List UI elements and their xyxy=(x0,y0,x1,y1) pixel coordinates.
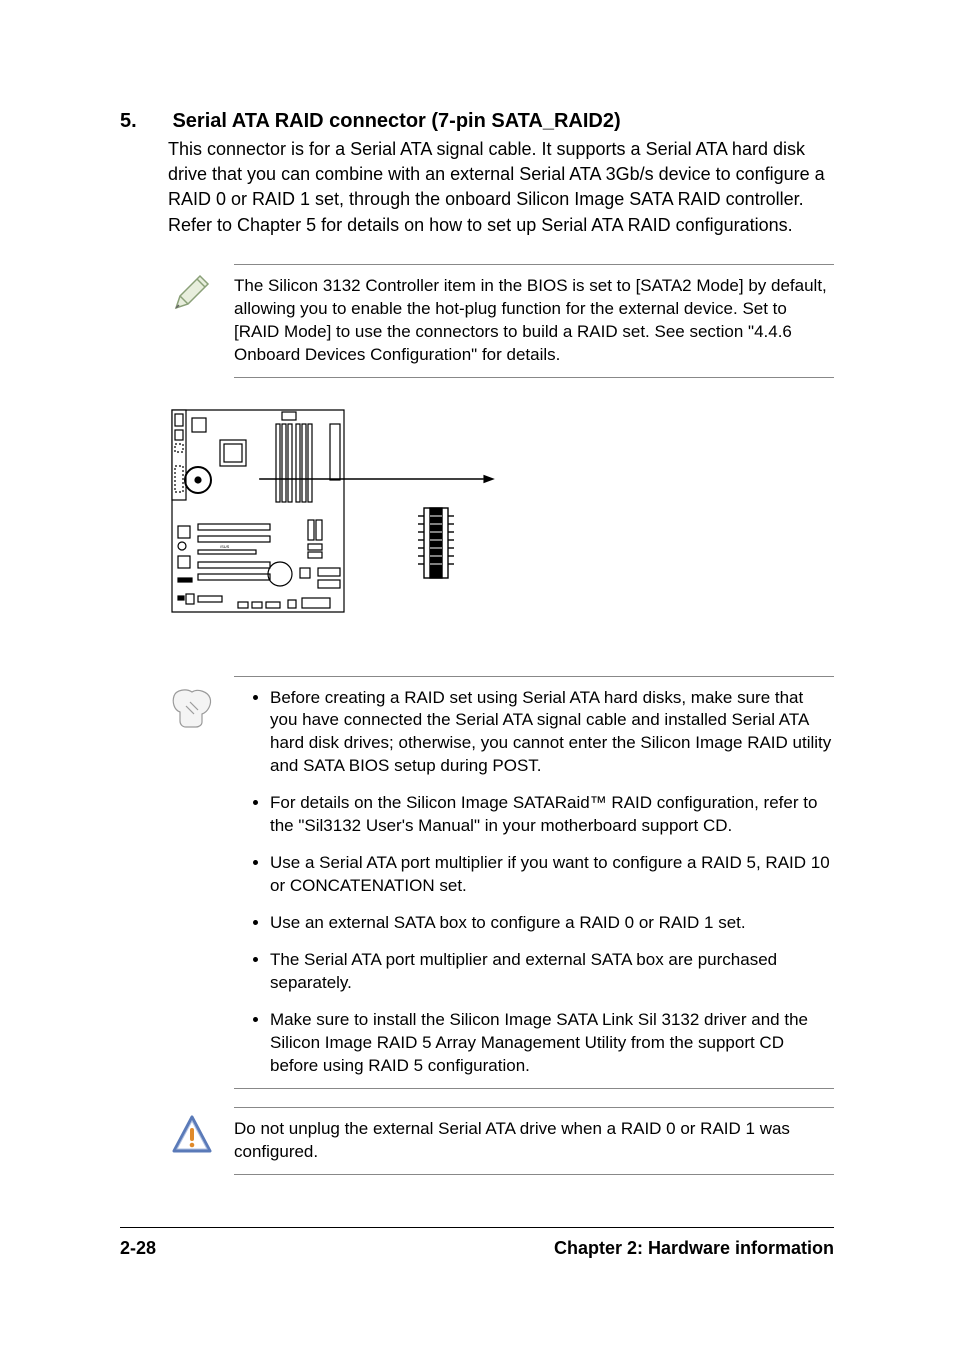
note-pencil-block: The Silicon 3132 Controller item in the … xyxy=(168,264,834,378)
list-item: For details on the Silicon Image SATARai… xyxy=(270,792,834,838)
section-number: 5. xyxy=(120,110,168,133)
page-footer: 2-28 Chapter 2: Hardware information xyxy=(120,1227,834,1259)
callout-arrow xyxy=(212,474,542,484)
warning-icon xyxy=(168,1107,216,1175)
note-pencil-content: The Silicon 3132 Controller item in the … xyxy=(234,264,834,378)
sata-connector-detail xyxy=(418,504,458,582)
chapter-title: Chapter 2: Hardware information xyxy=(554,1238,834,1259)
page-number: 2-28 xyxy=(120,1238,156,1259)
page: 5. Serial ATA RAID connector (7-pin SATA… xyxy=(0,0,954,1351)
note-warning-block: Do not unplug the external Serial ATA dr… xyxy=(168,1107,834,1175)
note-hand-content: Before creating a RAID set using Serial … xyxy=(234,676,834,1089)
list-item: The Serial ATA port multiplier and exter… xyxy=(270,949,834,995)
note-hand-block: Before creating a RAID set using Serial … xyxy=(168,676,834,1089)
list-item: Use a Serial ATA port multiplier if you … xyxy=(270,852,834,898)
section-heading-row: 5. Serial ATA RAID connector (7-pin SATA… xyxy=(120,110,834,133)
section-title: Serial ATA RAID connector (7-pin SATA_RA… xyxy=(172,110,620,133)
note-warning-content: Do not unplug the external Serial ATA dr… xyxy=(234,1107,834,1175)
motherboard-diagram: /SUS xyxy=(168,406,834,636)
hand-icon xyxy=(168,676,216,1089)
list-item: Use an external SATA box to configure a … xyxy=(270,912,834,935)
svg-text:/SUS: /SUS xyxy=(220,544,230,549)
section-body: This connector is for a Serial ATA signa… xyxy=(168,137,834,238)
note-bullet-list: Before creating a RAID set using Serial … xyxy=(234,687,834,1078)
pencil-icon xyxy=(168,264,216,378)
list-item: Make sure to install the Silicon Image S… xyxy=(270,1009,834,1078)
list-item: Before creating a RAID set using Serial … xyxy=(270,687,834,779)
